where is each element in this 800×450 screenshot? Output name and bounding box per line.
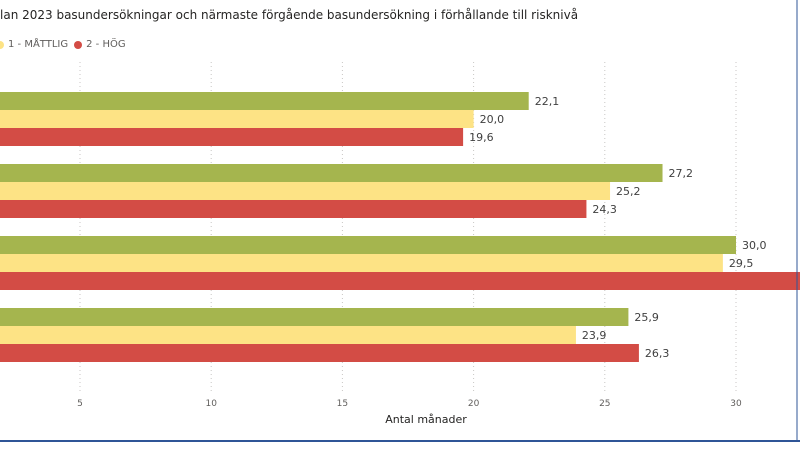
bar[interactable] — [0, 200, 587, 218]
data-label: 30,0 — [742, 239, 767, 252]
bar[interactable] — [0, 92, 529, 110]
legend-item-high[interactable]: 2 - HÖG — [74, 39, 126, 50]
data-label: 24,3 — [592, 203, 617, 216]
data-label: 27,2 — [669, 167, 694, 180]
data-label: 22,1 — [535, 95, 560, 108]
bar[interactable] — [0, 182, 611, 200]
bar[interactable] — [0, 110, 474, 128]
data-label: 25,2 — [616, 185, 641, 198]
legend: 1 - MÅTTLIG 2 - HÖG — [0, 39, 132, 50]
legend-label-moderate: 1 - MÅTTLIG — [8, 39, 69, 50]
data-label: 25,9 — [634, 311, 659, 324]
bars — [0, 92, 800, 362]
x-tick-label: 5 — [77, 399, 83, 409]
bar[interactable] — [0, 272, 800, 290]
bar[interactable] — [0, 326, 576, 344]
x-axis-title: Antal månader — [385, 413, 467, 426]
data-label: 20,0 — [480, 113, 505, 126]
bar[interactable] — [0, 128, 464, 146]
bar[interactable] — [0, 164, 663, 182]
bar[interactable] — [0, 308, 629, 326]
data-label: 26,3 — [645, 347, 670, 360]
data-label: 23,9 — [582, 329, 607, 342]
data-labels: 22,1 20,0 19,6 27,2 25,2 24,3 30,0 29,5 25,9 23,9… — [469, 95, 766, 360]
x-tick-labels: 5 10 15 20 25 30 — [77, 399, 742, 409]
bar[interactable] — [0, 236, 736, 254]
bar[interactable] — [0, 254, 723, 272]
bar[interactable] — [0, 344, 639, 362]
legend-label-high: 2 - HÖG — [86, 39, 126, 50]
frame-right-edge — [796, 0, 798, 442]
data-label: 19,6 — [469, 131, 494, 144]
legend-swatch-high — [74, 40, 83, 49]
data-label: 29,5 — [729, 257, 754, 270]
x-tick-label: 20 — [468, 399, 480, 409]
x-tick-label: 30 — [730, 399, 742, 409]
chart-title: lan 2023 basundersökningar och närmaste … — [0, 8, 579, 22]
legend-swatch-moderate — [0, 40, 4, 49]
x-tick-label: 10 — [205, 399, 217, 409]
legend-item-moderate[interactable]: 1 - MÅTTLIG — [0, 39, 68, 50]
frame-bottom-edge — [0, 440, 800, 442]
x-tick-label: 25 — [599, 399, 610, 409]
x-tick-label: 15 — [337, 399, 348, 409]
